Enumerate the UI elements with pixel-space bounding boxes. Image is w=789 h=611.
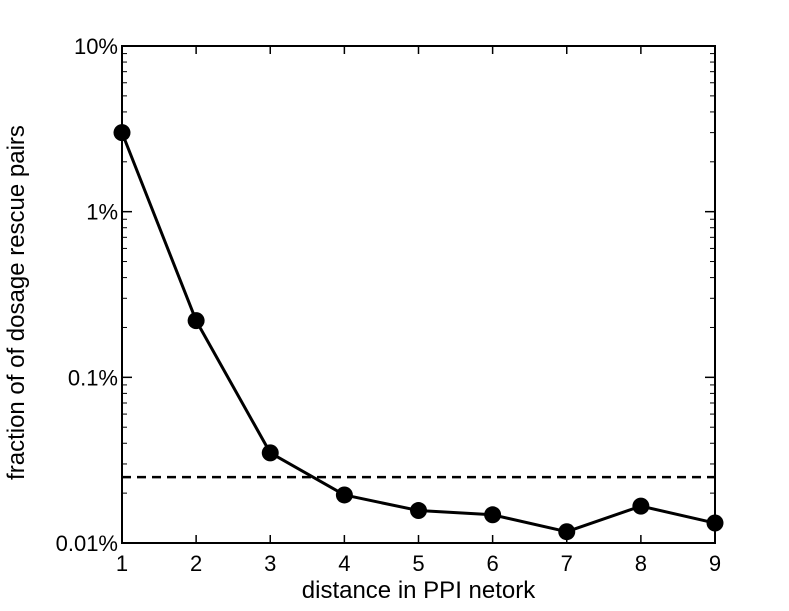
data-point xyxy=(484,506,502,524)
tick-labels: 1 2 3 4 5 6 7 8 9 0.01% 0.1% 1% 10% xyxy=(56,34,722,576)
data-point xyxy=(261,444,279,462)
x-tick-label: 8 xyxy=(635,551,647,576)
data-point xyxy=(706,514,724,532)
data-point xyxy=(187,312,205,330)
data-point xyxy=(410,502,427,520)
x-tick-label: 1 xyxy=(116,551,128,576)
x-tick-label: 3 xyxy=(264,551,276,576)
x-tick-label: 7 xyxy=(561,551,573,576)
x-tick-label: 2 xyxy=(190,551,202,576)
data-point xyxy=(335,486,353,504)
series-line xyxy=(120,132,716,534)
y-axis-label: fraction of of dosage rescue pairs xyxy=(3,125,30,480)
x-tick-label: 9 xyxy=(709,551,721,576)
axis-ticks xyxy=(121,45,716,544)
y-tick-label: 0.01% xyxy=(56,531,118,556)
data-point xyxy=(632,497,650,515)
x-tick-label: 6 xyxy=(487,551,499,576)
y-tick-label: 10% xyxy=(74,34,118,59)
x-axis-label: distance in PPI netork xyxy=(302,577,536,604)
x-tick-label: 4 xyxy=(338,551,350,576)
data-point xyxy=(558,523,576,541)
y-tick-label: 0.1% xyxy=(68,365,118,390)
plot-area xyxy=(113,45,724,544)
y-tick-label: 1% xyxy=(86,200,118,225)
plot-frame xyxy=(121,45,716,544)
x-tick-label: 5 xyxy=(412,551,424,576)
